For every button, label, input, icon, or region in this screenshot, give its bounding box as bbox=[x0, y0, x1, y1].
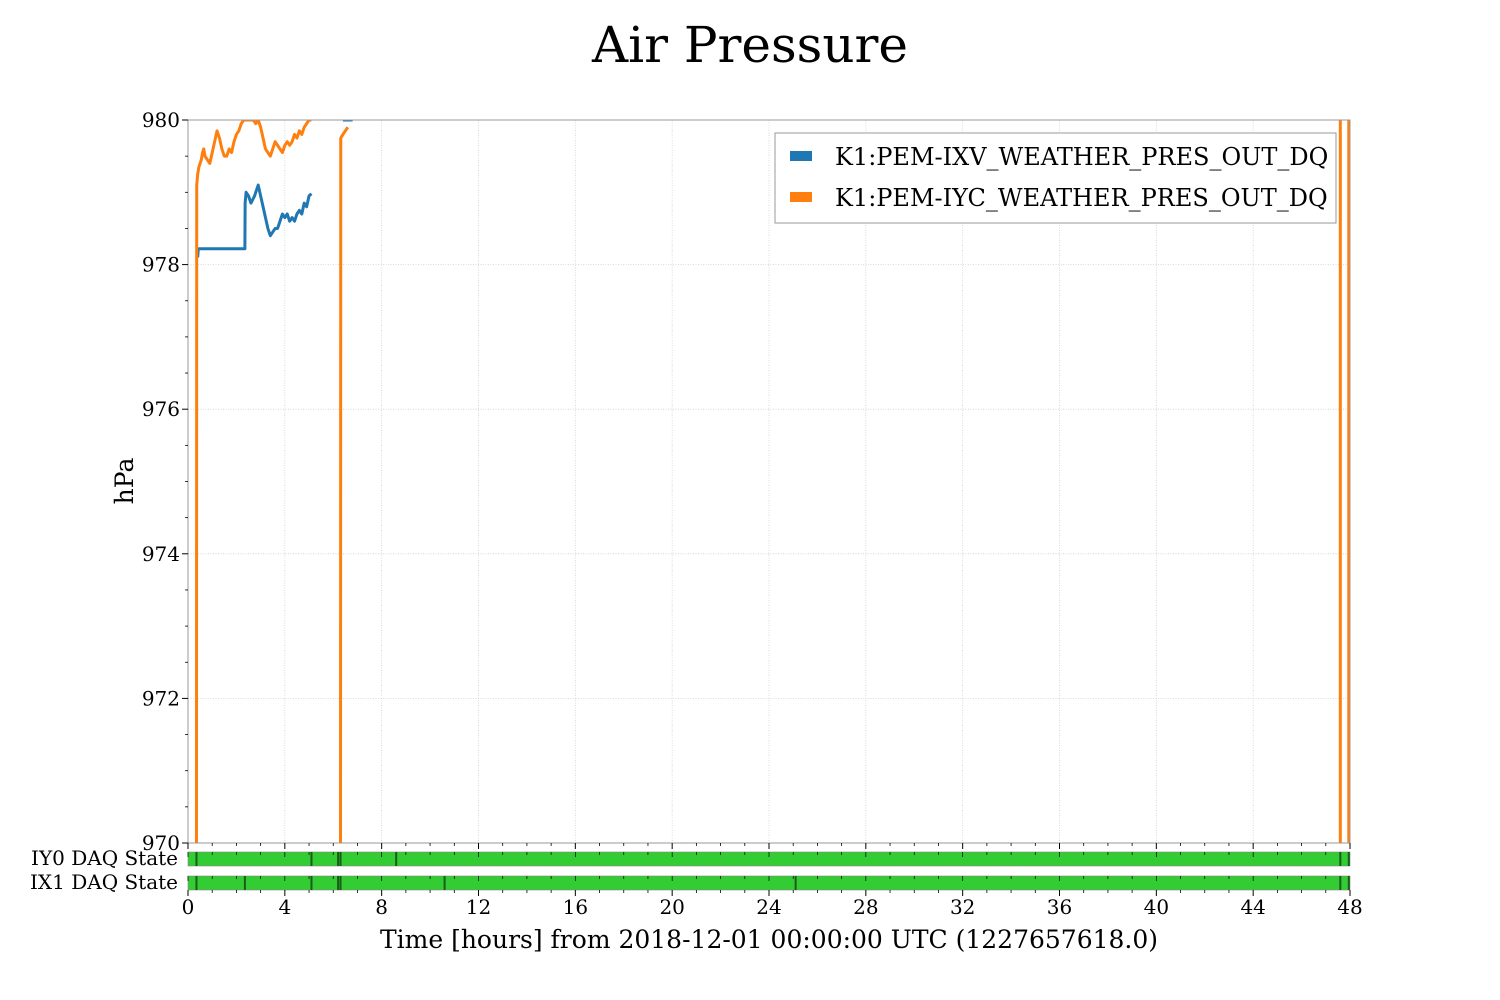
state-gap-mark bbox=[337, 852, 340, 866]
state-label-1: IX1 DAQ State bbox=[30, 870, 178, 894]
x-tick-label: 28 bbox=[853, 895, 878, 919]
state-gap-mark bbox=[794, 876, 797, 890]
y-tick-label: 972 bbox=[142, 686, 180, 710]
x-tick-label: 20 bbox=[659, 895, 684, 919]
x-tick-label: 24 bbox=[756, 895, 781, 919]
state-gap-mark bbox=[195, 876, 198, 890]
state-gap-mark bbox=[1347, 876, 1350, 890]
state-gap-mark bbox=[195, 852, 198, 866]
x-tick-label: 0 bbox=[182, 895, 195, 919]
state-gap-mark bbox=[1339, 876, 1342, 890]
x-tick-label: 8 bbox=[375, 895, 388, 919]
x-tick-label: 44 bbox=[1240, 895, 1265, 919]
legend-swatch-ixv bbox=[790, 151, 812, 161]
x-tick-label: 32 bbox=[950, 895, 975, 919]
legend: K1:PEM-IXV_WEATHER_PRES_OUT_DQ K1:PEM-IY… bbox=[774, 132, 1337, 224]
y-axis-ticks: 970 972 974 976 978 980 bbox=[142, 108, 188, 855]
state-gap-mark bbox=[337, 876, 340, 890]
series-line-0 bbox=[196, 183, 313, 258]
legend-label-ixv: K1:PEM-IXV_WEATHER_PRES_OUT_DQ bbox=[835, 143, 1328, 171]
legend-label-iyc: K1:PEM-IYC_WEATHER_PRES_OUT_DQ bbox=[835, 184, 1328, 212]
x-tick-label: 48 bbox=[1337, 895, 1362, 919]
state-gap-mark bbox=[395, 852, 398, 866]
state-gap-mark bbox=[339, 876, 342, 890]
legend-frame bbox=[774, 132, 1337, 224]
x-tick-label: 36 bbox=[1047, 895, 1072, 919]
x-tick-label: 4 bbox=[278, 895, 291, 919]
legend-swatch-iyc bbox=[790, 192, 812, 202]
y-tick-label: 976 bbox=[142, 397, 180, 421]
plot-series bbox=[194, 120, 1350, 843]
state-label-0: IY0 DAQ State bbox=[31, 846, 178, 870]
y-tick-label: 978 bbox=[142, 253, 180, 277]
x-axis-ticks: 0 4 8 12 16 20 24 28 32 36 40 44 48 bbox=[182, 843, 1363, 919]
x-tick-label: 16 bbox=[563, 895, 588, 919]
series-line-1 bbox=[339, 126, 350, 843]
y-tick-label: 970 bbox=[142, 831, 180, 855]
grid-lines bbox=[188, 120, 1350, 843]
x-tick-label: 12 bbox=[466, 895, 491, 919]
state-gap-mark bbox=[310, 876, 313, 890]
x-axis-label: Time [hours] from 2018-12-01 00:00:00 UT… bbox=[380, 925, 1158, 954]
state-gap-mark bbox=[310, 852, 313, 866]
state-gap-mark bbox=[1339, 852, 1342, 866]
state-gap-mark bbox=[243, 876, 246, 890]
y-axis-label: hPa bbox=[110, 458, 139, 505]
x-tick-label: 40 bbox=[1144, 895, 1169, 919]
state-gap-mark bbox=[443, 876, 446, 890]
state-gap-mark bbox=[339, 852, 342, 866]
series-line-1 bbox=[194, 120, 312, 843]
chart-title: Air Pressure bbox=[591, 16, 908, 74]
state-gap-mark bbox=[1347, 852, 1350, 866]
y-tick-label: 974 bbox=[142, 542, 180, 566]
y-tick-label: 980 bbox=[142, 108, 180, 132]
